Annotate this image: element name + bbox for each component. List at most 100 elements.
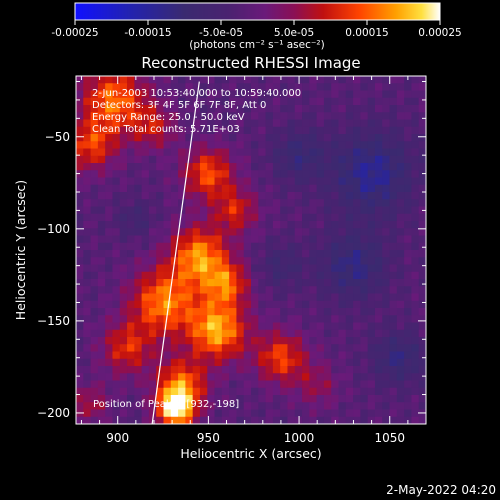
heatmap-cell [229,163,237,171]
heatmap-cell [163,344,172,352]
heatmap-cell [251,308,259,316]
heatmap-cell [97,380,106,389]
heatmap-cell [258,206,266,215]
heatmap-cell [119,206,128,215]
heatmap-cell [163,105,172,113]
heatmap-cell [192,358,201,367]
heatmap-cell [316,134,325,142]
heatmap-cell [418,395,426,403]
heatmap-cell [221,373,230,381]
heatmap-cell [280,148,288,157]
heatmap-cell [185,380,194,389]
heatmap-cell [272,213,281,222]
heatmap-cell [163,279,172,287]
heatmap-cell [331,380,339,389]
heatmap-cell [192,264,201,273]
heatmap-cell [251,177,259,186]
heatmap-cell [178,351,186,360]
heatmap-cell [119,228,128,236]
heatmap-cell [367,213,376,222]
heatmap-cell [265,293,274,302]
heatmap-cell [411,206,420,215]
heatmap-cell [302,90,310,99]
heatmap-cell [163,83,172,91]
heatmap-cell [302,141,310,149]
heatmap-cell [112,163,121,171]
heatmap-cell [97,351,106,360]
heatmap-cell [309,141,318,149]
heatmap-cell [207,213,215,222]
heatmap-cell [396,90,405,99]
heatmap-cell [294,141,303,149]
heatmap-cell [105,358,113,367]
heatmap-cell [90,177,99,186]
heatmap-cell [127,155,135,164]
heatmap-cell [331,337,339,345]
heatmap-cell [185,358,194,367]
heatmap-cell [134,184,143,193]
heatmap-cell [148,264,157,273]
heatmap-cell [316,337,325,345]
heatmap-cell [192,155,201,164]
heatmap-cell [265,228,274,236]
heatmap-cell [272,264,281,273]
heatmap-cell [338,250,347,258]
heatmap-cell [134,163,143,171]
heatmap-cell [331,126,339,135]
heatmap-cell [229,83,237,91]
heatmap-cell [382,184,390,193]
heatmap-cell [345,184,354,193]
heatmap-cell [97,141,106,149]
heatmap-cell [207,358,215,367]
heatmap-cell [229,192,237,200]
heatmap-cell [396,322,405,331]
heatmap-cell [331,250,339,258]
heatmap-cell [374,279,383,287]
heatmap-cell [163,337,172,345]
heatmap-cell [156,242,164,251]
heatmap-cell [192,163,201,171]
heatmap-cell [411,83,420,91]
heatmap-cell [353,344,361,352]
heatmap-cell [345,148,354,157]
heatmap-cell [185,373,194,381]
heatmap-cell [360,300,369,309]
heatmap-cell [418,416,426,424]
heatmap-cell [214,199,223,207]
heatmap-cell [207,105,215,113]
heatmap-cell [360,409,369,418]
heatmap-cell [287,402,296,410]
heatmap-cell [345,257,354,265]
heatmap-cell [156,308,164,316]
x-tick-label: 950 [197,431,220,445]
heatmap-cell [302,250,310,258]
heatmap-cell [221,97,230,106]
heatmap-cell [411,141,420,149]
heatmap-cell [265,76,274,84]
heatmap-cell [105,380,113,389]
heatmap-cell [97,242,106,251]
heatmap-cell [148,213,157,222]
heatmap-cell [156,337,164,345]
heatmap-cell [353,293,361,302]
heatmap-cell [156,235,164,244]
heatmap-cell [214,337,223,345]
heatmap-cell [302,184,310,193]
heatmap-cell [134,358,143,367]
heatmap-cell [119,148,128,157]
heatmap-cell [302,286,310,294]
heatmap-cell [178,344,186,352]
heatmap-cell [251,250,259,258]
heatmap-cell [411,257,420,265]
heatmap-cell [221,221,230,229]
heatmap-cell [345,373,354,381]
heatmap-cell [418,112,426,120]
heatmap-cell [331,177,339,186]
heatmap-cell [360,373,369,381]
heatmap-cell [258,358,266,367]
heatmap-cell [178,380,186,389]
heatmap-cell [134,141,143,149]
heatmap-cell [345,271,354,280]
heatmap-cell [338,105,347,113]
heatmap-cell [265,235,274,244]
